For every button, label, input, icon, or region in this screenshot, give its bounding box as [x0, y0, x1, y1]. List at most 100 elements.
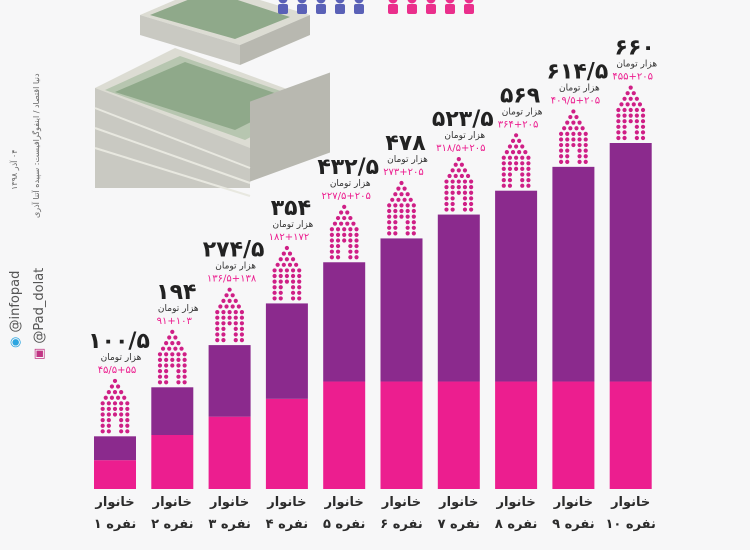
category-label: خانوار: [438, 495, 478, 510]
unit-label: هزار تومان: [215, 262, 256, 272]
category-label: خانوار: [381, 495, 421, 510]
unit-label: هزار تومان: [616, 60, 657, 70]
unit-label: هزار تومان: [273, 220, 314, 230]
bar-segment-added: [208, 345, 251, 417]
total-label: ۴۷۸: [385, 131, 426, 156]
dotted-arrow-icon: [329, 204, 359, 260]
blue-people-icons: [278, 0, 364, 14]
bar-segment-added: [552, 166, 595, 382]
breakdown-label: ۴۰۹/۵+۲۰۵: [551, 95, 600, 106]
person-icon: [407, 0, 417, 14]
category-label: خانوار: [209, 495, 249, 510]
category-label: ۲ نفره: [151, 517, 193, 532]
total-label: ۱۰۰/۵: [88, 329, 150, 354]
category-label: ۶ نفره: [380, 517, 422, 532]
breakdown-label: ۴۵۵+۲۰۵: [612, 72, 653, 83]
dotted-arrow-icon: [444, 157, 474, 212]
person-icon: [426, 0, 436, 14]
person-icon: [388, 0, 398, 14]
total-label: ۶۶۰: [615, 36, 655, 61]
bar-segment-added: [94, 436, 136, 461]
person-icon: [335, 0, 345, 14]
total-label: ۳۵۴: [271, 196, 311, 221]
total-label: ۵۶۹: [500, 83, 540, 108]
person-icon: [316, 0, 326, 14]
pink-people-icons: [388, 0, 474, 14]
unit-label: هزار تومان: [101, 353, 142, 363]
breakdown-label: ۹۱+۱۰۳: [157, 316, 193, 327]
bar-segment-base: [552, 381, 595, 489]
bar-segment-added: [609, 143, 652, 382]
bar-segment-base: [437, 381, 480, 489]
date-text: ۰۴ آذر ۱۳۹۸: [10, 149, 19, 190]
bar-segment-added: [437, 214, 480, 382]
dotted-arrow-icon: [272, 245, 302, 301]
instagram-handle: ▣ @Pad_dolat: [32, 267, 47, 360]
category-label: ۳ نفره: [208, 517, 250, 532]
category-label: خانوار: [94, 495, 134, 510]
category-label: خانوار: [553, 495, 593, 510]
dotted-arrow-icon: [501, 133, 531, 188]
person-icon: [464, 0, 474, 14]
unit-label: هزار تومان: [444, 131, 485, 141]
category-label: خانوار: [495, 495, 535, 510]
breakdown-label: ۱۳۶/۵+۱۳۸: [207, 274, 257, 285]
breakdown-label: ۲۲۷/۵+۲۰۵: [322, 191, 371, 202]
bar-segment-added: [323, 262, 366, 382]
dotted-arrow-icon: [215, 287, 245, 343]
dotted-arrow-icon: [387, 180, 416, 236]
bar-segment-base: [609, 381, 652, 489]
category-label: ۱۰ نفره: [605, 517, 655, 532]
category-label: ۸ نفره: [495, 517, 537, 532]
person-icon: [445, 0, 455, 14]
person-icon: [297, 0, 307, 14]
unit-label: هزار تومان: [502, 107, 543, 117]
unit-label: هزار تومان: [387, 155, 428, 165]
category-label: خانوار: [266, 495, 306, 510]
telegram-icon: ◉: [8, 332, 23, 348]
total-label: ۶۱۴/۵: [547, 59, 609, 84]
bar-segment-base: [380, 381, 423, 489]
source-text: دنیا اقتصاد / اینفوگرافیست: سپیده آتنا آ…: [32, 73, 41, 218]
breakdown-label: ۴۵/۵+۵۵: [98, 365, 137, 376]
bar-segment-added: [151, 387, 194, 436]
category-label: خانوار: [324, 495, 364, 510]
bar-segment-base: [495, 381, 538, 489]
bar-segment-added: [380, 238, 423, 382]
person-icon: [354, 0, 364, 14]
category-label: ۱ نفره: [94, 517, 136, 532]
bar-segment-added: [265, 303, 308, 399]
dotted-arrow-icon: [558, 109, 588, 164]
bar-segment-base: [323, 381, 366, 489]
bar-segment-added: [495, 190, 538, 382]
bar-segment-base: [94, 460, 136, 489]
dotted-arrow-icon: [100, 378, 130, 434]
bar-segment-base: [208, 416, 251, 489]
breakdown-label: ۳۱۸/۵+۲۰۵: [436, 143, 485, 154]
money-stack-illustration: [94, 0, 330, 197]
category-label: خانوار: [152, 495, 192, 510]
instagram-icon: ▣: [32, 343, 47, 360]
unit-label: هزار تومان: [330, 179, 371, 189]
category-label: ۴ نفره: [266, 517, 308, 532]
breakdown-label: ۱۸۲+۱۷۲: [269, 232, 310, 243]
total-label: ۴۳۲/۵: [317, 155, 379, 180]
dotted-arrow-icon: [157, 329, 187, 385]
bar-segment-base: [151, 435, 194, 489]
dotted-arrow-icon: [616, 85, 646, 141]
total-label: ۲۷۴/۵: [203, 238, 265, 263]
total-label: ۱۹۴: [156, 280, 196, 305]
category-label: ۹ نفره: [552, 517, 594, 532]
total-label: ۵۲۳/۵: [432, 107, 494, 132]
unit-label: هزار تومان: [158, 304, 199, 314]
sidebar-credits: ◉ @infopad ▣ @Pad_dolat ۰۴ آذر ۱۳۹۸ دنیا…: [0, 73, 58, 550]
bar-segment-base: [265, 398, 308, 489]
category-label: ۵ نفره: [323, 517, 365, 532]
person-icon: [278, 0, 288, 14]
telegram-handle: ◉ @infopad: [8, 270, 23, 348]
unit-label: هزار تومان: [559, 83, 600, 93]
breakdown-label: ۲۷۳+۲۰۵: [383, 167, 424, 178]
category-label: خانوار: [610, 495, 650, 510]
